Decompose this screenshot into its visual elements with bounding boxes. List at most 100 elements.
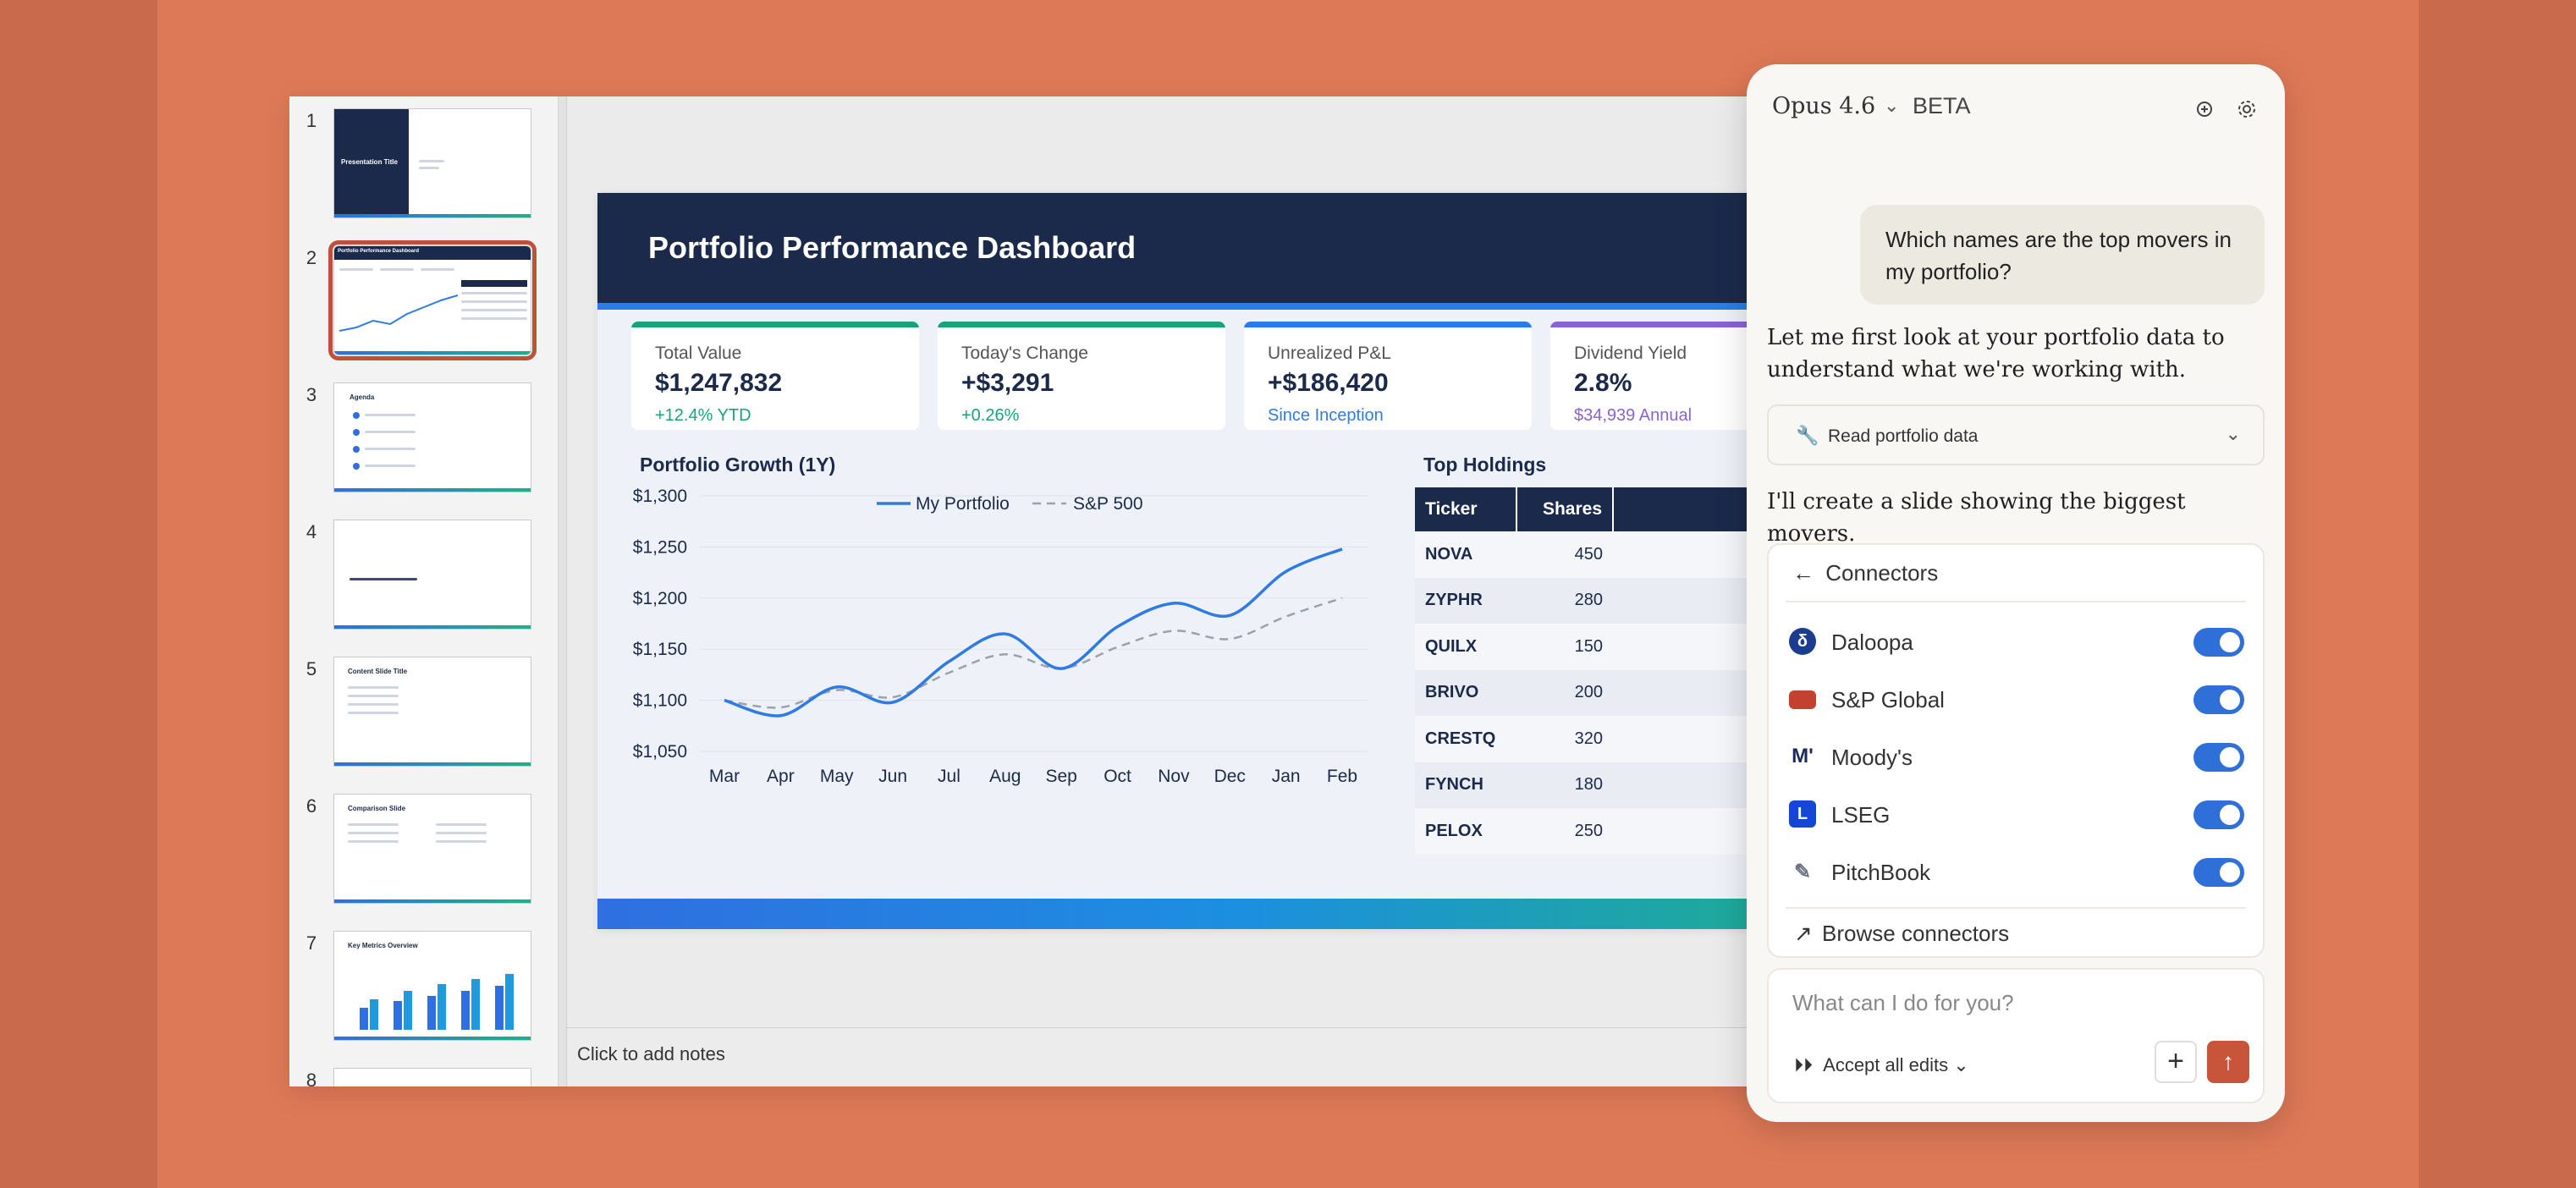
slide-thumbnail[interactable]: Content Slide Title [333, 657, 531, 767]
x-tick-label: Jan [1272, 767, 1301, 786]
thumbnail-row[interactable]: 3 Agenda [289, 371, 558, 492]
thumbnail-number: 6 [305, 795, 317, 817]
slide-thumbnail[interactable]: Agenda [333, 382, 531, 492]
connector-toggle[interactable] [2193, 858, 2244, 887]
presentation-window: 1 Presentation Title 2 Portfolio Perform… [289, 96, 1847, 1086]
thumbnail-row[interactable]: 5 Content Slide Title [289, 645, 558, 767]
slide-thumbnail-panel[interactable]: 1 Presentation Title 2 Portfolio Perform… [289, 96, 559, 1086]
connectors-title: Connectors [1825, 560, 1939, 586]
moodys-logo-icon: M' [1792, 745, 1814, 767]
send-button[interactable]: ↑ [2207, 1041, 2249, 1083]
kpi-label: Dividend Yield [1574, 344, 1687, 363]
slide-thumbnail[interactable]: Presentation Title [333, 108, 531, 218]
ticker-cell: NOVA [1415, 531, 1516, 578]
thumbnail-number: 8 [305, 1070, 317, 1086]
kpi-card-todays-change: Today's Change +$3,291 +0.26% [938, 322, 1225, 430]
x-tick-label: Apr [767, 767, 795, 786]
thumbnail-row[interactable]: 8 [289, 1056, 558, 1086]
thumbnail-row[interactable]: 4 Section Title [289, 508, 558, 630]
fast-forward-icon: ⏵⏵ [1794, 1054, 1814, 1075]
model-selector-label[interactable]: Opus 4.6 [1772, 93, 1876, 119]
connector-toggle[interactable] [2193, 800, 2244, 829]
shares-cell: 150 [1516, 624, 1613, 670]
thumbnail-title: Content Slide Title [348, 668, 408, 675]
ticker-cell: BRIVO [1415, 669, 1516, 716]
kpi-value: $1,247,832 [655, 369, 783, 397]
thumbnail-title: Agenda [350, 393, 375, 401]
kpi-value: +$3,291 [961, 369, 1054, 397]
thumbnail-title: Portfolio Performance Dashboard [338, 249, 420, 254]
slide-thumbnail[interactable]: Key Metrics Overview [333, 931, 531, 1041]
slide-thumbnail[interactable]: Comparison Slide [333, 794, 531, 904]
col-header-ticker: Ticker [1415, 487, 1517, 531]
user-message: Which names are the top movers in my por… [1860, 205, 2265, 305]
kpi-label: Today's Change [961, 344, 1088, 363]
ticker-cell: QUILX [1415, 624, 1516, 670]
portfolio-series-line [724, 547, 1343, 718]
connectors-back-button[interactable]: ← Connectors [1792, 560, 1938, 586]
thumbnail-title: Section Title [350, 561, 390, 569]
sp-global-logo-icon [1789, 690, 1816, 709]
browse-connectors-link[interactable]: ↗ Browse connectors [1794, 921, 2009, 947]
kpi-label: Unrealized P&L [1268, 344, 1391, 363]
chat-bubble-icon[interactable] [2193, 98, 2215, 120]
thumbnail-number: 2 [305, 247, 317, 268]
tool-call-read-portfolio[interactable]: 🔧 Read portfolio data ⌄ [1767, 404, 2265, 465]
thumbnail-number: 1 [305, 110, 317, 131]
y-tick-label: $1,200 [633, 589, 687, 608]
slide-canvas[interactable]: Portfolio Performance Dashboard Total Va… [597, 193, 1847, 929]
shares-cell: 180 [1516, 762, 1613, 808]
arrow-up-icon: ↑ [2222, 1048, 2234, 1075]
thumbnail-row[interactable]: 6 Comparison Slide [289, 782, 558, 904]
thumbnail-number: 7 [305, 932, 317, 954]
connector-toggle[interactable] [2193, 743, 2244, 772]
ticker-cell: FYNCH [1415, 762, 1516, 808]
ticker-cell: ZYPHR [1415, 577, 1516, 624]
thumbnail-number: 5 [305, 658, 317, 679]
assistant-panel: Opus 4.6 ⌄ BETA Which names are the top … [1747, 64, 2285, 1122]
header-accent-line [597, 303, 1847, 310]
browse-connectors-label: Browse connectors [1822, 921, 2010, 946]
chevron-down-icon[interactable]: ⌄ [1884, 95, 1900, 116]
x-tick-label: Jun [878, 767, 907, 786]
kpi-label: Total Value [655, 344, 742, 363]
kpi-sub: +12.4% YTD [655, 406, 751, 425]
divider [1786, 601, 2246, 602]
slide-thumbnail-selected[interactable]: Portfolio Performance Dashboard [328, 240, 537, 360]
arrow-left-icon: ← [1792, 560, 1814, 586]
holdings-title: Top Holdings [1423, 454, 1547, 476]
gear-icon[interactable] [2236, 98, 2258, 120]
thumbnail-row[interactable]: 2 Portfolio Performance Dashboard [289, 234, 558, 360]
connector-toggle[interactable] [2193, 628, 2244, 657]
tool-call-label: Read portfolio data [1828, 426, 1979, 446]
y-tick-label: $1,150 [633, 640, 687, 659]
notes-pane[interactable]: Click to add notes [567, 1027, 1847, 1086]
kpi-sub: +0.26% [961, 406, 1020, 425]
kpi-sub: $34,939 Annual [1574, 406, 1693, 425]
panel-splitter[interactable] [559, 96, 567, 1086]
connector-sp-global: S&P Global [1789, 670, 2244, 728]
connector-moodys: M' Moody's [1789, 728, 2244, 785]
message-composer[interactable]: What can I do for you? ⏵⏵ Accept all edi… [1767, 968, 2265, 1103]
slide-header [597, 193, 1847, 303]
plus-icon: + [2167, 1045, 2184, 1077]
assistant-message: Let me first look at your portfolio data… [1767, 325, 2225, 382]
accept-edits-dropdown[interactable]: ⏵⏵ Accept all edits ⌄ [1794, 1054, 1969, 1076]
chevron-down-icon[interactable]: ⌄ [2225, 423, 2241, 444]
connector-name: S&P Global [1831, 687, 1945, 712]
y-tick-label: $1,100 [633, 691, 687, 711]
composer-input[interactable]: What can I do for you? [1792, 990, 2014, 1015]
slide-footer-bar [597, 899, 1847, 929]
slide-thumbnail[interactable]: Section Title [333, 520, 531, 630]
sp500-series-line [724, 597, 1343, 709]
slide-thumbnail[interactable] [333, 1068, 531, 1086]
shares-cell: 450 [1516, 531, 1613, 578]
connector-toggle[interactable] [2193, 685, 2244, 714]
thumbnail-row[interactable]: 7 Key Metrics Overview [289, 919, 558, 1041]
thumbnail-row[interactable]: 1 Presentation Title [289, 96, 558, 218]
beta-badge: BETA [1913, 93, 1971, 118]
connector-name: Moody's [1831, 745, 1913, 770]
kpi-card-unrealized-pnl: Unrealized P&L +$186,420 Since Inception [1244, 322, 1532, 430]
thumbnail-number: 3 [305, 384, 317, 405]
add-attachment-button[interactable]: + [2155, 1041, 2197, 1083]
